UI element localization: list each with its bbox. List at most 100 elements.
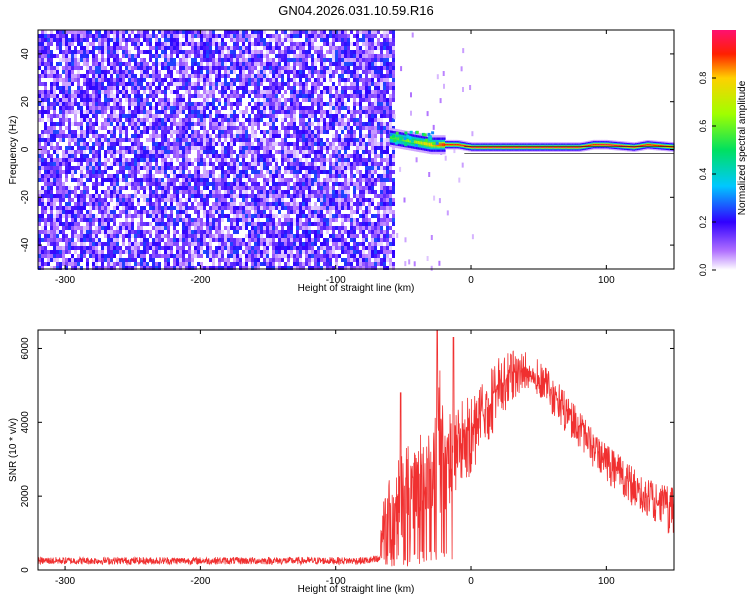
heatmap-cell <box>320 30 323 34</box>
heatmap-cell <box>152 34 155 38</box>
heatmap-cell <box>65 82 68 86</box>
heatmap-cell <box>116 238 119 242</box>
heatmap-cell <box>119 194 122 198</box>
heatmap-cell <box>242 82 245 86</box>
heatmap-cell <box>257 262 260 266</box>
heatmap-cell <box>134 154 137 158</box>
heatmap-cell <box>95 94 98 98</box>
heatmap-cell <box>74 102 77 106</box>
heatmap-cell <box>323 162 326 166</box>
heatmap-cell <box>116 98 119 102</box>
heatmap-cell <box>86 130 89 134</box>
heatmap-cell <box>179 214 182 218</box>
heatmap-cell <box>89 238 92 242</box>
heatmap-cell <box>266 142 269 146</box>
heatmap-cell <box>287 218 290 222</box>
heatmap-cell <box>161 234 164 238</box>
heatmap-cell <box>110 70 113 74</box>
heatmap-cell <box>335 170 338 174</box>
heatmap-cell <box>200 138 203 142</box>
heatmap-cell <box>197 46 200 50</box>
heatmap-cell <box>248 66 251 70</box>
heatmap-cell <box>170 158 173 162</box>
heatmap-cell <box>167 258 170 262</box>
heatmap-cell <box>71 150 74 154</box>
heatmap-cell <box>164 58 167 62</box>
heatmap-cell <box>227 250 230 254</box>
heatmap-cell <box>230 142 233 146</box>
heatmap-cell <box>332 126 335 130</box>
heatmap-cell <box>77 34 80 38</box>
heatmap-cell <box>272 218 275 222</box>
heatmap-cell <box>299 106 302 110</box>
heatmap-cell <box>305 214 308 218</box>
heatmap-cell <box>80 54 83 58</box>
heatmap-cell <box>140 266 143 270</box>
heatmap-cell <box>113 126 116 130</box>
heatmap-cell <box>317 258 320 262</box>
heatmap-cell <box>281 154 284 158</box>
heatmap-cell <box>188 94 191 98</box>
heatmap-cell <box>236 118 239 122</box>
heatmap-cell <box>338 66 341 70</box>
heatmap-cell <box>251 194 254 198</box>
heatmap-cell <box>224 150 227 154</box>
heatmap-cell <box>278 258 281 262</box>
heatmap-cell <box>191 202 194 206</box>
heatmap-cell <box>248 218 251 222</box>
heatmap-cell <box>305 174 308 178</box>
heatmap-cell <box>296 30 299 34</box>
heatmap-cell <box>194 210 197 214</box>
heatmap-cell <box>272 178 275 182</box>
heatmap-cell <box>251 214 254 218</box>
heatmap-cell <box>278 74 281 78</box>
heatmap-cell <box>212 102 215 106</box>
heatmap-cell <box>302 242 305 246</box>
heatmap-cell <box>122 146 125 150</box>
heatmap-cell <box>302 86 305 90</box>
heatmap-cell <box>89 222 92 226</box>
heatmap-cell <box>155 150 158 154</box>
heatmap-cell <box>272 226 275 230</box>
heatmap-cell <box>170 110 173 114</box>
heatmap-cell <box>221 118 224 122</box>
heatmap-cell <box>269 122 272 126</box>
heatmap-cell <box>71 266 74 270</box>
heatmap-cell <box>77 126 80 130</box>
heatmap-cell <box>62 262 65 266</box>
heatmap-cell <box>218 70 221 74</box>
heatmap-cell <box>332 202 335 206</box>
heatmap-cell <box>164 62 167 66</box>
heatmap-cell <box>272 118 275 122</box>
heatmap-cell <box>290 126 293 130</box>
heatmap-cell <box>230 262 233 266</box>
heatmap-cell <box>299 58 302 62</box>
heatmap-cell <box>188 230 191 234</box>
heatmap-cell <box>185 166 188 170</box>
heatmap-cell <box>86 122 89 126</box>
heatmap-cell <box>212 162 215 166</box>
heatmap-cell <box>128 118 131 122</box>
heatmap-cell <box>296 182 299 186</box>
heatmap-cell <box>92 182 95 186</box>
heatmap-cell <box>143 154 146 158</box>
heatmap-cell <box>284 66 287 70</box>
heatmap-cell <box>152 82 155 86</box>
heatmap-cell <box>137 138 140 142</box>
heatmap-cell <box>218 114 221 118</box>
heatmap-cell <box>152 190 155 194</box>
heatmap-cell <box>95 74 98 78</box>
heatmap-cell <box>203 90 206 94</box>
heatmap-cell <box>62 70 65 74</box>
heatmap-cell <box>56 174 59 178</box>
heatmap-cell <box>251 54 254 58</box>
heatmap-cell <box>56 42 59 46</box>
heatmap-cell <box>251 30 254 34</box>
heatmap-cell <box>335 254 338 258</box>
heatmap-cell <box>62 50 65 54</box>
heatmap-cell <box>236 46 239 50</box>
heatmap-cell <box>44 182 47 186</box>
heatmap-cell <box>113 118 116 122</box>
heatmap-cell <box>158 142 161 146</box>
heatmap-cell <box>56 98 59 102</box>
